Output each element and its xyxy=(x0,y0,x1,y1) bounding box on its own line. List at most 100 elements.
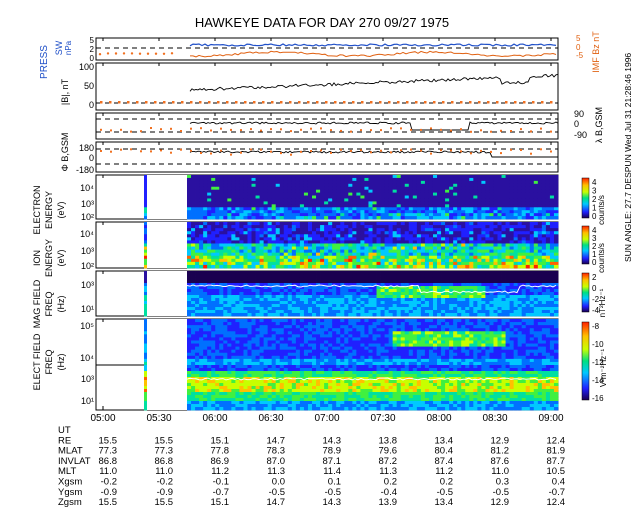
spectro-cell xyxy=(251,280,256,284)
spectro-cell xyxy=(332,231,337,235)
spectro-cell xyxy=(320,240,325,244)
spectro-cell xyxy=(541,295,547,299)
spectro-cell xyxy=(445,186,450,191)
spectro-cell xyxy=(380,310,385,314)
spectro-cell xyxy=(287,195,293,199)
spectro-cell xyxy=(328,298,333,302)
spectro-cell xyxy=(352,243,357,247)
spectro-cell xyxy=(215,310,220,314)
spectro-cell xyxy=(307,225,313,229)
spectro-cell xyxy=(287,289,293,293)
spectro-cell xyxy=(541,234,547,238)
spectro-cell xyxy=(324,289,329,293)
spectro-cell xyxy=(275,186,281,191)
spectro-cell xyxy=(255,340,260,344)
spectro-cell xyxy=(428,264,434,269)
spectro-cell xyxy=(509,225,515,229)
spectro-cell xyxy=(344,189,349,193)
spectro-cell xyxy=(432,258,438,263)
spectro-cell xyxy=(279,298,285,302)
spectro-cell xyxy=(356,322,361,326)
spectro-cell xyxy=(187,352,192,357)
spectro-cell xyxy=(267,352,273,357)
spectro-cell xyxy=(275,216,281,220)
spectro-cell xyxy=(388,271,394,275)
spectro-cell xyxy=(227,225,232,229)
spectro-cell xyxy=(239,325,244,329)
spectro-cell xyxy=(428,255,434,260)
spectro-cell xyxy=(529,222,535,226)
spectro-cell xyxy=(352,361,357,366)
spectro-cell xyxy=(247,258,252,263)
spectro-cell xyxy=(400,237,406,241)
spectro-cell xyxy=(307,192,313,196)
spectro-cell xyxy=(263,228,269,232)
spectro-cell xyxy=(473,231,478,235)
spectro-cell xyxy=(537,210,543,214)
spectro-cell xyxy=(231,225,236,229)
spectro-cell xyxy=(424,292,430,296)
spectro-cell xyxy=(271,304,277,308)
spectro-cell xyxy=(328,358,333,363)
spectro-cell xyxy=(195,195,200,199)
spectro-cell xyxy=(336,271,341,275)
spectro-cell xyxy=(441,271,446,275)
spectro-cell xyxy=(231,231,236,235)
spectro-stripe-cell xyxy=(144,301,147,305)
spectro-cell xyxy=(376,301,381,305)
spectro-cell xyxy=(392,228,398,232)
spectro-cell xyxy=(191,243,196,247)
spectro-cell xyxy=(199,237,204,241)
spectro-cell xyxy=(336,258,341,263)
spectro-cell xyxy=(344,304,349,308)
spectro-cell xyxy=(549,231,555,235)
spectro-cell xyxy=(279,271,285,275)
spectro-cell xyxy=(432,192,438,196)
spectro-cell xyxy=(243,225,248,229)
spectro-cell xyxy=(239,313,244,317)
spectro-cell xyxy=(243,213,248,217)
spectro-cell xyxy=(235,228,240,232)
spectro-cell xyxy=(449,240,454,244)
spectro-cell xyxy=(509,240,515,244)
spectro-cell xyxy=(275,192,281,196)
spectro-cell xyxy=(271,313,277,317)
spectro-cell xyxy=(223,295,228,299)
spectro-cell xyxy=(295,216,301,220)
spectro-cell xyxy=(307,246,313,250)
spectro-cell xyxy=(219,325,224,329)
spectro-cell xyxy=(312,307,317,311)
spectro-cell xyxy=(477,258,482,263)
spectro-cell xyxy=(263,222,269,226)
spectro-cell xyxy=(497,207,502,211)
spectro-cell xyxy=(332,277,337,281)
spectro-cell xyxy=(207,177,212,182)
spectro-cell xyxy=(497,274,502,278)
spectro-cell xyxy=(445,198,450,202)
spectro-cell xyxy=(211,255,216,260)
spectro-cell xyxy=(424,298,430,302)
spectro-cell xyxy=(199,258,204,263)
spectro-cell xyxy=(275,337,281,341)
spectro-cell xyxy=(324,271,329,275)
spectro-cell xyxy=(469,237,474,241)
spectro-cell xyxy=(203,261,208,266)
spectro-cell xyxy=(332,177,337,182)
spectro-cell xyxy=(344,252,349,257)
spectro-cell xyxy=(364,204,369,208)
spectro-cell xyxy=(420,283,426,287)
spectro-cell xyxy=(372,222,377,226)
spectro-cell xyxy=(223,180,228,185)
spectro-cell xyxy=(441,280,446,284)
spectro-cell xyxy=(537,175,543,179)
spectro-cell xyxy=(303,331,309,335)
spectro-cell xyxy=(360,337,365,341)
spectro-cell xyxy=(412,216,418,220)
spectro-cell xyxy=(509,289,515,293)
spectro-cell xyxy=(203,183,208,188)
spectro-cell xyxy=(529,201,535,205)
spectro-cell xyxy=(191,175,196,179)
spectro-cell xyxy=(223,352,228,357)
spectro-cell xyxy=(223,249,228,254)
spectro-cell xyxy=(396,304,402,308)
